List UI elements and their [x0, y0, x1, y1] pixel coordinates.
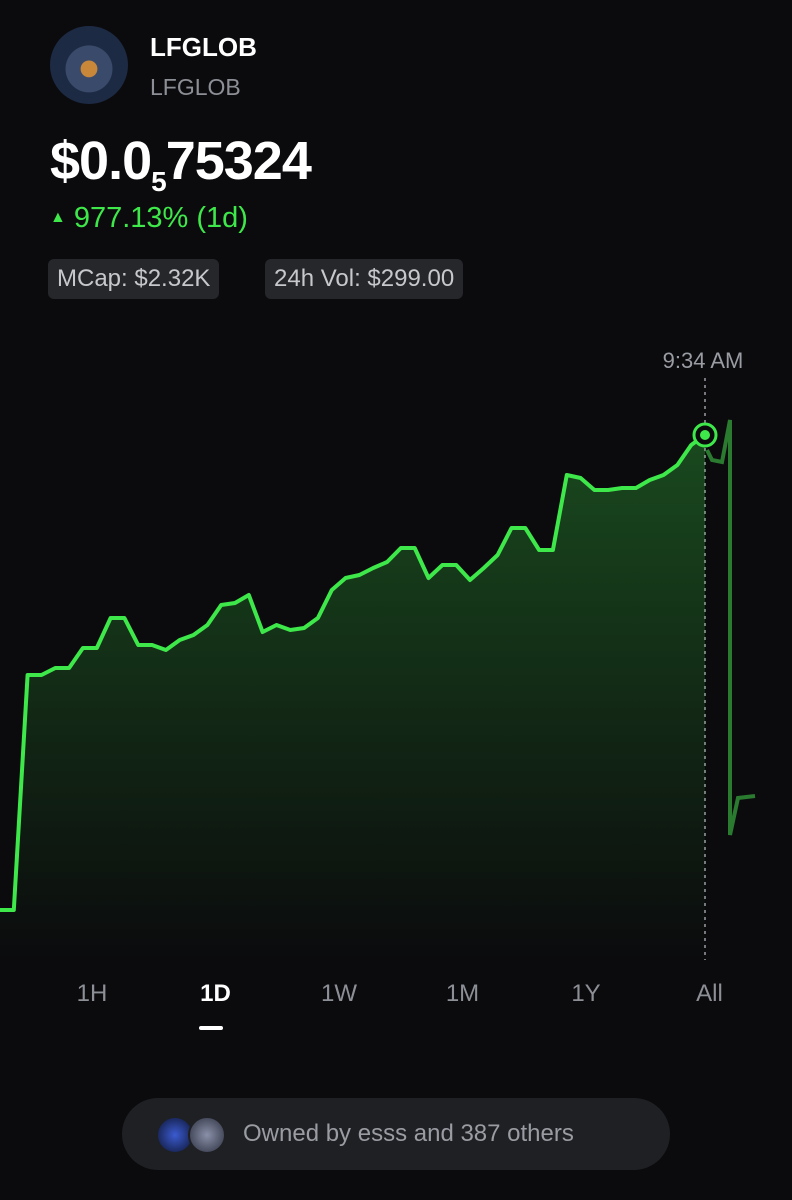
change-text: 977.13% (1d)	[73, 202, 248, 234]
volume-chip: 24h Vol: $299.00	[265, 259, 464, 299]
selected-underline	[199, 1026, 223, 1030]
price: $0.0575324	[50, 130, 312, 198]
range-option[interactable]: 1D	[200, 980, 231, 1007]
mcap-chip: MCap: $2.32K	[48, 259, 220, 299]
price-prefix: $0.0	[50, 131, 152, 191]
range-option[interactable]: 1M	[445, 980, 480, 1007]
price-line	[0, 433, 707, 912]
token-name: LFGLOB	[150, 32, 257, 62]
range-option[interactable]: All	[696, 980, 723, 1007]
owner-avatar	[188, 1116, 226, 1154]
range-option[interactable]: 1Y	[571, 980, 601, 1007]
owner-avatar	[156, 1116, 194, 1154]
owners-text: Owned by esss and 387 others	[243, 1120, 574, 1147]
range-option[interactable]: 1W	[321, 980, 357, 1007]
price-zeros: 5	[151, 166, 167, 197]
range-selector: 1H 1D 1W 1M 1Y All	[30, 980, 760, 1040]
owners-pill[interactable]: Owned by esss and 387 others	[122, 1098, 670, 1170]
price-area	[0, 435, 705, 960]
price-digits: 75324	[165, 131, 312, 191]
range-option[interactable]: 1H	[76, 980, 108, 1007]
price-change: ▲ 977.13% (1d)	[50, 202, 248, 234]
token-symbol: LFGLOB	[150, 74, 241, 100]
price-chart: 9:34 AM	[0, 348, 756, 960]
token-avatar	[50, 26, 128, 104]
current-dot	[700, 430, 710, 440]
cursor-time: 9:34 AM	[663, 348, 744, 373]
faded-trail	[705, 419, 756, 836]
